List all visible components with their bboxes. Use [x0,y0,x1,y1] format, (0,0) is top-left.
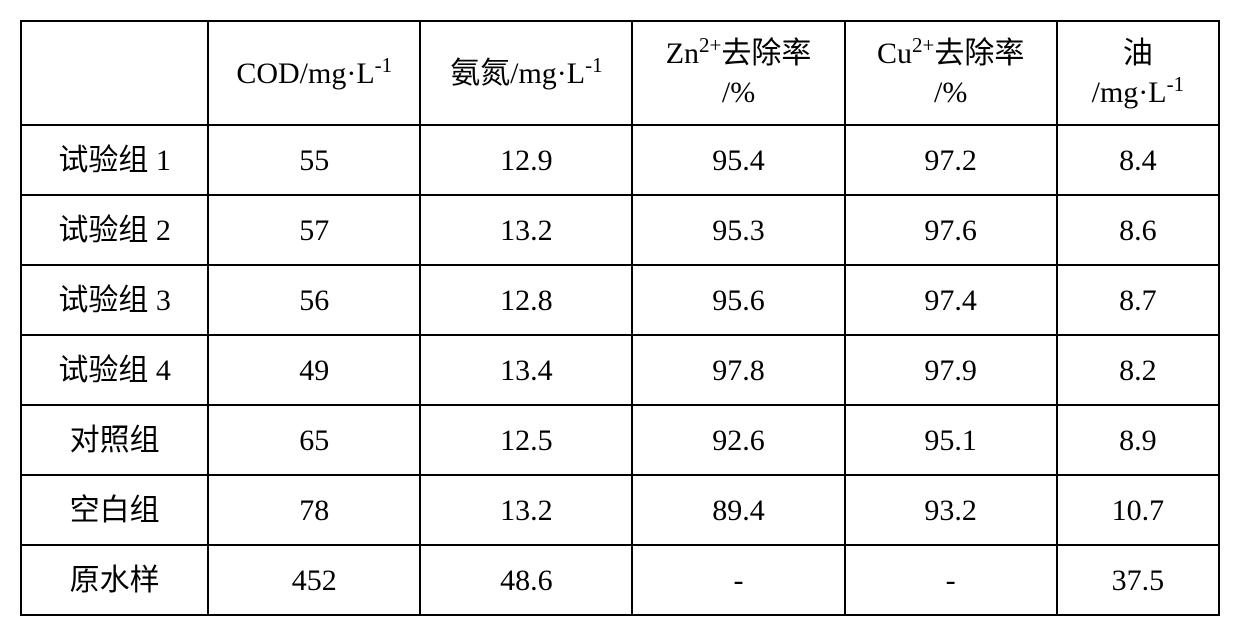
row-label: 对照组 [21,405,208,475]
cell-nh: 12.8 [420,265,632,335]
cell-zn: 95.3 [632,195,844,265]
header-row: COD/mg·L-1 氨氮/mg·L-1 Zn2+去除率/% Cu2+去除率/%… [21,21,1219,125]
row-label: 试验组 1 [21,125,208,195]
header-blank [21,21,208,125]
cell-cod: 452 [208,545,420,615]
cell-cod: 65 [208,405,420,475]
cell-oil: 8.6 [1057,195,1219,265]
cell-cu: 95.1 [845,405,1057,475]
table-row: 试验组 2 57 13.2 95.3 97.6 8.6 [21,195,1219,265]
cell-cu: - [845,545,1057,615]
cell-cu: 93.2 [845,475,1057,545]
cell-cu: 97.4 [845,265,1057,335]
cell-cod: 55 [208,125,420,195]
cell-cu: 97.9 [845,335,1057,405]
cell-oil: 10.7 [1057,475,1219,545]
table-header: COD/mg·L-1 氨氮/mg·L-1 Zn2+去除率/% Cu2+去除率/%… [21,21,1219,125]
cell-nh: 13.2 [420,475,632,545]
cell-zn: 97.8 [632,335,844,405]
table-row: 试验组 1 55 12.9 95.4 97.2 8.4 [21,125,1219,195]
table-row: 对照组 65 12.5 92.6 95.1 8.9 [21,405,1219,475]
data-table-container: COD/mg·L-1 氨氮/mg·L-1 Zn2+去除率/% Cu2+去除率/%… [20,20,1220,616]
cell-zn: - [632,545,844,615]
cell-cod: 49 [208,335,420,405]
row-label: 试验组 4 [21,335,208,405]
row-label: 试验组 3 [21,265,208,335]
cell-cod: 78 [208,475,420,545]
cell-nh: 13.4 [420,335,632,405]
header-nh: 氨氮/mg·L-1 [420,21,632,125]
cell-cu: 97.6 [845,195,1057,265]
table-body: 试验组 1 55 12.9 95.4 97.2 8.4 试验组 2 57 13.… [21,125,1219,615]
cell-zn: 92.6 [632,405,844,475]
table-row: 原水样 452 48.6 - - 37.5 [21,545,1219,615]
cell-cod: 56 [208,265,420,335]
header-oil: 油/mg·L-1 [1057,21,1219,125]
cell-zn: 95.4 [632,125,844,195]
cell-oil: 8.9 [1057,405,1219,475]
data-table: COD/mg·L-1 氨氮/mg·L-1 Zn2+去除率/% Cu2+去除率/%… [20,20,1220,616]
header-cu: Cu2+去除率/% [845,21,1057,125]
row-label: 空白组 [21,475,208,545]
table-row: 试验组 3 56 12.8 95.6 97.4 8.7 [21,265,1219,335]
row-label: 试验组 2 [21,195,208,265]
cell-nh: 12.9 [420,125,632,195]
cell-nh: 13.2 [420,195,632,265]
row-label: 原水样 [21,545,208,615]
cell-cu: 97.2 [845,125,1057,195]
cell-zn: 89.4 [632,475,844,545]
cell-nh: 48.6 [420,545,632,615]
cell-zn: 95.6 [632,265,844,335]
cell-cod: 57 [208,195,420,265]
cell-nh: 12.5 [420,405,632,475]
cell-oil: 8.7 [1057,265,1219,335]
table-row: 空白组 78 13.2 89.4 93.2 10.7 [21,475,1219,545]
cell-oil: 8.2 [1057,335,1219,405]
table-row: 试验组 4 49 13.4 97.8 97.9 8.2 [21,335,1219,405]
cell-oil: 37.5 [1057,545,1219,615]
header-zn: Zn2+去除率/% [632,21,844,125]
header-cod: COD/mg·L-1 [208,21,420,125]
cell-oil: 8.4 [1057,125,1219,195]
